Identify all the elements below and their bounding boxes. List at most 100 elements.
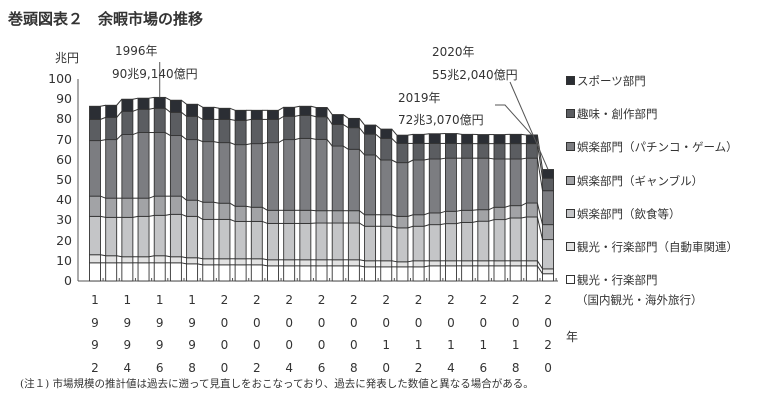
bar-segment-2007-3 <box>331 210 344 224</box>
bar-segment-2009-0 <box>364 266 377 282</box>
series-connector <box>326 107 333 115</box>
bar-segment-2008-5 <box>347 127 360 150</box>
series-connector <box>181 135 187 140</box>
series-connector <box>197 115 204 120</box>
series-connector <box>488 219 495 222</box>
bar-segment-2009-1 <box>364 260 377 268</box>
bar-segment-1994-2 <box>121 216 134 258</box>
bar-segment-2017-4 <box>493 158 506 208</box>
bar-segment-2020-4 <box>542 190 554 226</box>
bar-segment-1996-4 <box>153 132 166 197</box>
series-connector <box>456 133 462 135</box>
series-connector <box>100 215 106 218</box>
bar-segment-2014-3 <box>445 210 457 225</box>
series-connector <box>197 257 203 260</box>
annotation-leader-2020 <box>509 81 549 170</box>
series-connector <box>165 255 171 258</box>
annotation-2020-value: 55兆2,040億円 <box>432 68 518 82</box>
legend-label: 観光・行楽部門 <box>577 273 658 288</box>
bar-segment-2008-6 <box>347 117 360 129</box>
bar-segment-1996-2 <box>153 214 166 257</box>
series-connector <box>342 124 349 129</box>
y-tick-label: 30 <box>56 212 72 228</box>
annotation-1996-year: 1996年 <box>115 44 158 58</box>
series-connector <box>536 216 544 240</box>
series-connector <box>181 99 187 105</box>
bar-segment-2004-3 <box>283 209 296 224</box>
series-connector <box>197 103 204 108</box>
series-connector <box>229 107 236 111</box>
series-connector <box>278 139 284 144</box>
bar-segment-2010-1 <box>380 260 393 268</box>
bar-segment-2000-4 <box>218 142 231 204</box>
legend-label: 娯楽部門（ギャンブル） <box>577 173 704 188</box>
bar-segment-2011-6 <box>396 134 409 144</box>
bar-segment-2017-1 <box>493 260 506 267</box>
bar-segment-2002-6 <box>250 109 263 120</box>
bar-segment-1995-6 <box>137 97 150 110</box>
bar-segment-1994-6 <box>121 98 134 112</box>
series-connector <box>278 115 284 120</box>
bar-segment-2003-6 <box>267 109 279 120</box>
series-connector <box>536 134 544 170</box>
series-connector <box>342 145 349 150</box>
series-connector <box>181 195 187 201</box>
y-tick-label: 50 <box>56 172 72 187</box>
series-connector <box>116 98 123 106</box>
bar-segment-2017-6 <box>493 134 506 145</box>
bar-segment-2017-2 <box>493 219 506 262</box>
bar-segment-1996-0 <box>153 262 166 282</box>
series-connector <box>520 202 527 207</box>
legend-label: 観光・行楽部門（自動車関連） <box>577 240 738 254</box>
bar-segment-2007-4 <box>331 145 344 212</box>
series-connector <box>536 202 544 225</box>
bar-segment-2010-2 <box>380 225 393 262</box>
bar-segment-2013-0 <box>428 265 441 282</box>
bar-segment-2012-1 <box>412 260 425 268</box>
bar-segment-2018-2 <box>509 217 522 262</box>
bar-segment-2002-0 <box>250 264 263 282</box>
bar-segment-2014-0 <box>445 265 457 282</box>
series-connector <box>164 96 171 101</box>
series-connector <box>116 255 122 258</box>
series-connector <box>132 215 139 218</box>
series-connector <box>488 157 495 160</box>
series-connector <box>391 214 398 217</box>
bar-segment-2009-4 <box>364 154 377 216</box>
y-tick-label: 40 <box>56 192 72 208</box>
series-connector <box>342 114 349 119</box>
bar-segment-1997-1 <box>169 256 182 264</box>
bar-segment-1992-2 <box>89 215 101 256</box>
bar-segment-2008-2 <box>347 222 360 261</box>
bar-segment-1996-6 <box>153 96 166 109</box>
bar-segment-1994-1 <box>121 256 134 264</box>
bar-segment-2009-2 <box>364 225 377 262</box>
series-connector <box>391 225 398 229</box>
bar-segment-2008-0 <box>347 265 360 282</box>
series-connector <box>521 133 527 136</box>
y-tick-label: 0 <box>64 273 72 288</box>
bar-segment-1999-4 <box>202 141 215 203</box>
y-tick-label: 10 <box>56 252 72 268</box>
bar-segment-2012-0 <box>412 266 425 282</box>
series-connector <box>359 148 365 156</box>
series-connector <box>391 159 398 164</box>
series-connector <box>424 265 430 268</box>
bar-segment-1998-4 <box>186 139 199 201</box>
bar-segment-2014-5 <box>445 142 457 159</box>
bar-segment-2007-2 <box>331 222 344 261</box>
bar-segment-1994-5 <box>121 110 134 135</box>
bar-segment-2002-5 <box>250 118 263 145</box>
bar-segment-2010-5 <box>380 137 393 161</box>
bar-segment-2007-0 <box>331 265 344 282</box>
series-connector <box>521 157 527 160</box>
series-connector <box>262 220 268 224</box>
bar-segment-2018-3 <box>509 205 522 219</box>
bar-segment-2005-1 <box>299 259 312 267</box>
series-connector <box>100 104 106 107</box>
bar-segment-2010-6 <box>380 128 393 139</box>
series-connector <box>375 133 382 139</box>
